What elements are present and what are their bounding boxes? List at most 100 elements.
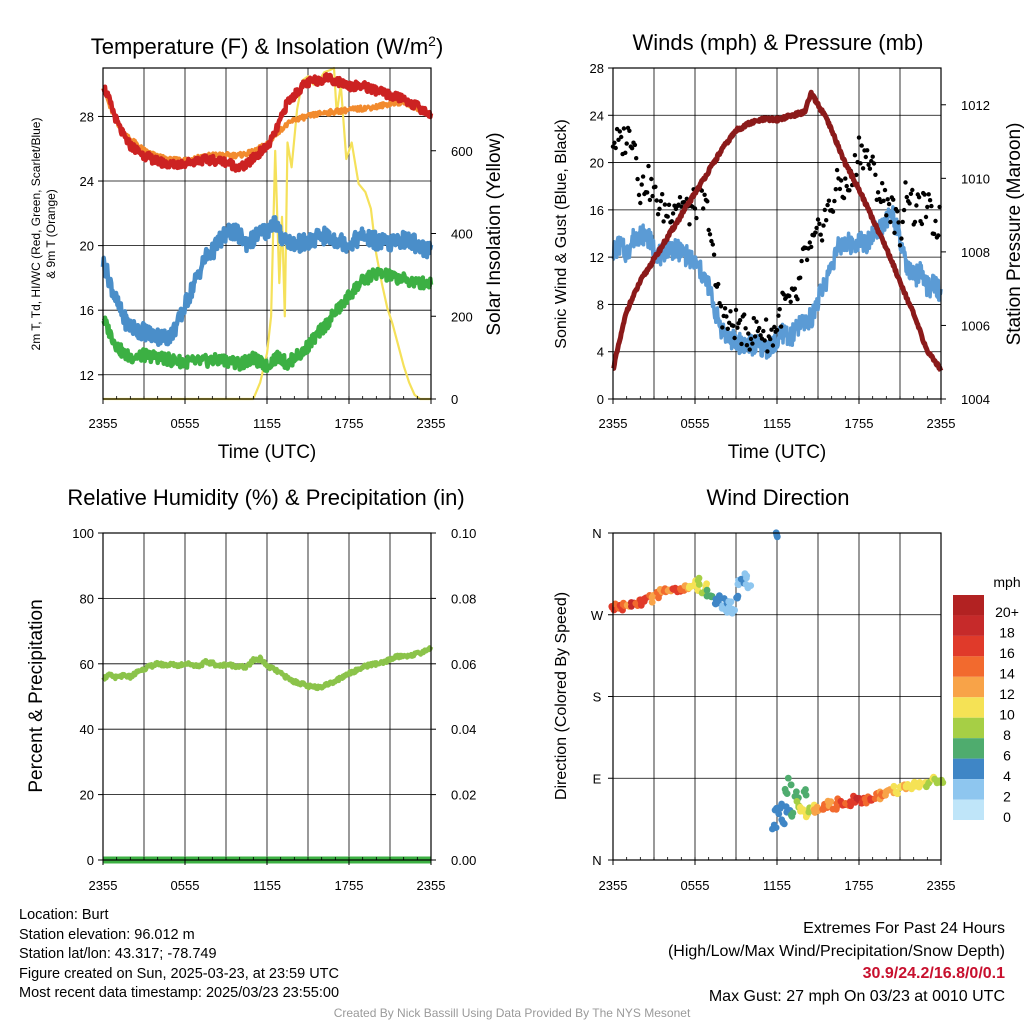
gust-point xyxy=(718,304,724,309)
x-tick-label: 2355 xyxy=(599,878,628,893)
gust-point xyxy=(795,297,800,302)
gust-point xyxy=(903,180,908,185)
gust-point xyxy=(792,286,797,291)
colorbar-swatch xyxy=(953,717,984,739)
gust-point xyxy=(662,202,668,207)
direction-point xyxy=(882,791,889,799)
gust-point xyxy=(882,187,888,193)
colorbar-label: 10 xyxy=(999,707,1015,723)
series-rh xyxy=(101,645,434,692)
gust-point xyxy=(799,258,804,264)
gust-point xyxy=(742,312,747,317)
gust-point xyxy=(754,319,759,324)
gust-point xyxy=(636,192,642,198)
extremes-values: 30.9/24.2/16.8/0/0.1 xyxy=(862,965,1005,982)
gust-point xyxy=(710,242,715,247)
gust-point xyxy=(731,323,736,328)
gust-point xyxy=(922,192,927,197)
gust-point xyxy=(728,309,733,314)
x-tick-label: 1155 xyxy=(253,416,281,431)
gust-point xyxy=(914,203,919,208)
y-tick-label: 12 xyxy=(590,250,604,265)
gust-point xyxy=(619,134,624,140)
gust-point xyxy=(669,219,674,224)
gust-point xyxy=(896,220,901,225)
gust-point xyxy=(722,306,728,311)
chart-title: Winds (mph) & Pressure (mb) xyxy=(633,30,924,55)
y2-tick-label: 0.10 xyxy=(451,526,476,541)
gust-point xyxy=(813,230,818,235)
gust-point xyxy=(884,213,889,218)
colorbar-swatch xyxy=(953,758,984,780)
y-axis-label: 2m T, Td, HI/WC (Red, Green, Scarlet/Blu… xyxy=(29,118,43,351)
gust-point xyxy=(743,326,748,331)
gust-point xyxy=(757,325,762,331)
chart-title: Relative Humidity (%) & Precipitation (i… xyxy=(67,485,464,510)
y2-tick-label: 1010 xyxy=(961,171,990,186)
gust-point xyxy=(852,153,858,158)
y-tick-label: 28 xyxy=(590,61,604,76)
y-tick-label: 20 xyxy=(80,788,94,803)
gust-point xyxy=(733,307,739,313)
gust-point xyxy=(640,174,646,179)
humidity-chart: 0 0.00 20 0.02 40 0.04 60 0.06 80 0.08 100 0.10 2355… xyxy=(26,485,476,893)
gust-point xyxy=(653,184,658,189)
direction-points xyxy=(608,529,947,833)
gust-point xyxy=(916,195,922,200)
y-tick-label: 28 xyxy=(80,109,94,124)
gust-point xyxy=(809,244,814,250)
y-tick-label: W xyxy=(591,608,604,623)
colorbar-label: 14 xyxy=(999,666,1015,682)
direction-point xyxy=(648,598,656,606)
direction-point xyxy=(723,609,731,616)
gust-point xyxy=(665,214,670,219)
figure-created: Figure created on Sun, 2025-03-23, at 23… xyxy=(19,965,339,982)
gust-point xyxy=(863,154,868,160)
direction-point xyxy=(787,781,795,789)
colorbar-label: 20+ xyxy=(995,604,1019,620)
gust-point xyxy=(761,328,766,334)
gust-point xyxy=(629,146,635,151)
gust-point xyxy=(821,223,826,228)
gust-point xyxy=(904,194,909,200)
gust-point xyxy=(933,218,938,224)
y2-tick-label: 1006 xyxy=(961,318,990,333)
direction-point xyxy=(743,572,751,580)
y-tick-label: E xyxy=(593,771,602,786)
y-tick-label: 24 xyxy=(80,174,94,189)
gust-point xyxy=(897,243,903,248)
gust-point xyxy=(891,197,896,202)
colorbar-unit: mph xyxy=(993,574,1020,590)
extremes-block: Extremes For Past 24 Hours (High/Low/Max… xyxy=(668,917,1005,1008)
y-tick-label: 80 xyxy=(80,591,94,606)
colorbar-swatch xyxy=(953,697,984,718)
gust-point xyxy=(762,338,767,343)
direction-point xyxy=(827,798,835,805)
colorbar-swatch xyxy=(953,656,984,677)
colorbar-label: 0 xyxy=(1003,809,1011,825)
gust-point xyxy=(639,182,644,187)
direction-point xyxy=(829,805,837,813)
gust-point xyxy=(711,252,717,257)
gust-point xyxy=(649,176,654,182)
gust-point xyxy=(750,341,755,346)
colorbar-swatch xyxy=(953,779,984,800)
gust-point xyxy=(627,128,632,133)
gust-point xyxy=(885,197,890,202)
x-tick-label: 2355 xyxy=(417,416,446,431)
series-pressure xyxy=(611,89,944,373)
gust-point xyxy=(687,222,692,227)
x-tick-label: 0555 xyxy=(681,416,710,431)
gust-point xyxy=(621,126,627,131)
gust-point xyxy=(657,206,662,211)
gust-point xyxy=(867,166,873,171)
gust-point xyxy=(804,257,810,263)
gust-point xyxy=(737,318,743,323)
gust-point xyxy=(837,186,843,192)
gust-point xyxy=(716,281,721,287)
gust-point xyxy=(888,219,893,225)
grid xyxy=(103,533,431,860)
gust-point xyxy=(655,212,661,217)
gust-point xyxy=(748,336,754,342)
direction-point xyxy=(773,533,781,541)
